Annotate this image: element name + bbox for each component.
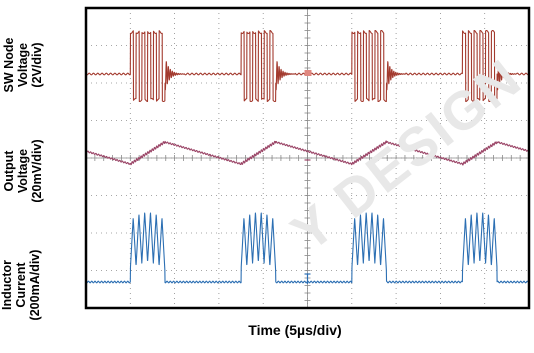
y-label-sw-node: SW Node Voltage (2V/div) — [2, 37, 44, 93]
y-label-inductor-current: Inductor Current (200mA/div) — [0, 249, 42, 321]
sw-marker — [304, 70, 312, 76]
x-axis-label: Time (5µs/div) — [248, 322, 342, 338]
output-voltage-trace — [85, 140, 530, 166]
plot-frame — [84, 6, 531, 310]
traces — [85, 29, 530, 284]
y-label-output-voltage: Output Voltage (20mV/div) — [2, 139, 44, 203]
